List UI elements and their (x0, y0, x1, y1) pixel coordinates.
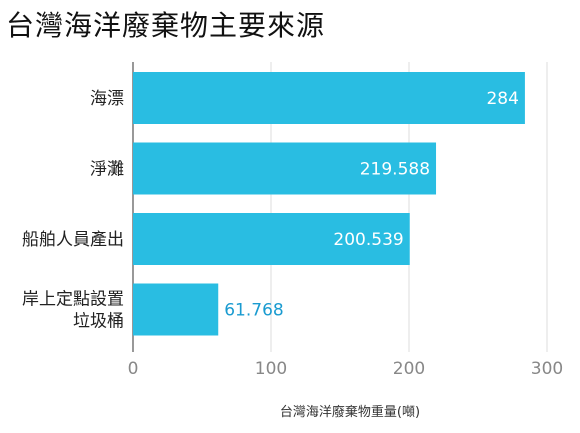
category-label: 岸上定點設置 (22, 290, 124, 310)
data-label: 284 (486, 89, 518, 109)
bar (133, 142, 437, 195)
x-tick-label: 200 (393, 359, 425, 379)
bar (133, 283, 219, 336)
data-label: 219.588 (360, 160, 430, 180)
bar (133, 213, 410, 265)
data-label: 61.768 (224, 301, 283, 321)
labels: 0 100 200 300 海漂 284 淨灘 219.588 船舶人員產出 200.539 岸上定… (22, 89, 563, 379)
category-label: 垃圾桶 (73, 312, 124, 332)
category-label: 海漂 (90, 89, 124, 109)
x-tick-label: 100 (255, 359, 287, 379)
x-tick-label: 300 (531, 359, 563, 379)
data-label: 200.539 (333, 230, 403, 250)
bars (133, 72, 525, 336)
category-label: 淨灘 (90, 160, 124, 180)
x-tick-label: 0 (128, 359, 139, 379)
x-axis-title: 台灣海洋廢棄物重量(噸) (280, 404, 420, 420)
category-label: 船舶人員產出 (22, 230, 124, 250)
bar (133, 72, 525, 124)
chart-title: 台灣海洋廢棄物主要來源 (6, 9, 326, 42)
